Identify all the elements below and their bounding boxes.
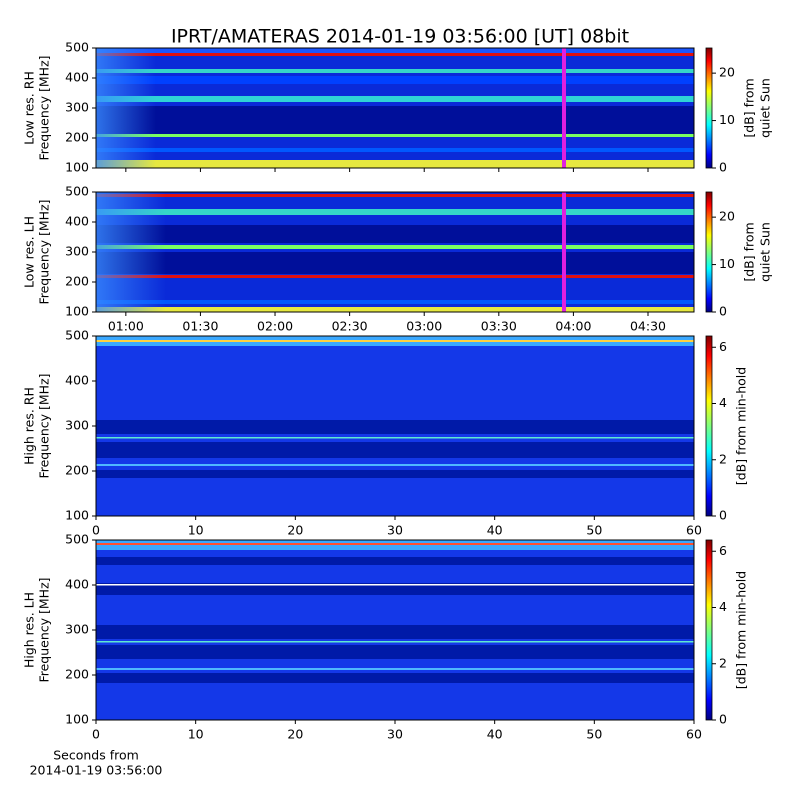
colorbar-label: [dB] from (742, 222, 757, 281)
x-tick-label: 20 (287, 727, 303, 742)
colorbar-label: [dB] from min-hold (734, 367, 749, 485)
x-tick-label: 60 (686, 523, 702, 538)
y-tick-label: 500 (65, 40, 89, 55)
y-tick-label: 500 (65, 328, 89, 343)
y-tick-label: 300 (65, 418, 89, 433)
y-tick-label: 400 (65, 70, 89, 85)
colorbar (705, 539, 713, 721)
colorbar-tick-label: 20 (719, 65, 735, 80)
y-axis-label: Low res. LH (22, 216, 37, 288)
y-tick-label: 400 (65, 214, 89, 229)
chart-title: IPRT/AMATERAS 2014-01-19 03:56:00 [UT] 0… (171, 26, 629, 48)
y-tick-label: 200 (65, 130, 89, 145)
x-tick-label: 30 (387, 727, 403, 742)
y-tick-label: 200 (65, 667, 89, 682)
x-tick-label: 0 (92, 523, 100, 538)
y-axis-label: Frequency [MHz] (37, 55, 52, 160)
y-axis-label: Frequency [MHz] (37, 373, 52, 478)
y-tick-label: 400 (65, 577, 89, 592)
spectrogram-texture (96, 48, 694, 720)
colorbar-tick-label: 20 (719, 209, 735, 224)
x-tick-label: 02:30 (332, 319, 368, 334)
x-tick-label: 40 (487, 727, 503, 742)
colorbar-tick-label: 0 (719, 304, 727, 319)
colorbar-tick-label: 0 (719, 712, 727, 727)
x-tick-label: 01:00 (108, 319, 144, 334)
colorbar-tick-label: 10 (719, 256, 735, 271)
colorbar-tick-label: 2 (719, 655, 727, 670)
x-tick-label: 0 (92, 727, 100, 742)
x-tick-label: 50 (586, 523, 602, 538)
colorbar-label: [dB] from min-hold (734, 571, 749, 689)
colorbar-tick-label: 4 (719, 395, 727, 410)
y-tick-label: 300 (65, 100, 89, 115)
y-tick-label: 100 (65, 712, 89, 727)
y-axis-label: Low res. RH (22, 71, 37, 145)
colorbar-tick-label: 0 (719, 508, 727, 523)
colorbar-tick-label: 10 (719, 112, 735, 127)
colorbar-label: quiet Sun (758, 78, 773, 138)
y-tick-label: 200 (65, 463, 89, 478)
colorbar-tick-label: 4 (719, 599, 727, 614)
colorbar-tick-label: 2 (719, 451, 727, 466)
y-tick-label: 300 (65, 244, 89, 259)
y-tick-label: 500 (65, 184, 89, 199)
colorbar-tick-label: 6 (719, 339, 727, 354)
colorbar-label: quiet Sun (758, 222, 773, 282)
x-tick-label: 20 (287, 523, 303, 538)
y-tick-label: 300 (65, 622, 89, 637)
x-tick-label: 10 (188, 727, 204, 742)
y-tick-label: 100 (65, 304, 89, 319)
x-tick-label: 10 (188, 523, 204, 538)
y-axis-label: High res. RH (22, 387, 37, 465)
y-axis-label: Frequency [MHz] (37, 577, 52, 682)
x-tick-label: 30 (387, 523, 403, 538)
x-tick-label: 01:30 (182, 319, 218, 334)
colorbar-label: [dB] from (742, 78, 757, 137)
x-tick-label: 03:30 (481, 319, 517, 334)
y-tick-label: 200 (65, 274, 89, 289)
y-axis-label: Frequency [MHz] (37, 199, 52, 304)
x-tick-label: 02:00 (257, 319, 293, 334)
x-tick-label: 04:30 (630, 319, 666, 334)
y-tick-label: 400 (65, 373, 89, 388)
x-tick-label: 03:00 (406, 319, 442, 334)
colorbar (705, 335, 713, 517)
x-axis-label: 2014-01-19 03:56:00 (30, 763, 163, 778)
x-tick-label: 40 (487, 523, 503, 538)
colorbar (705, 47, 713, 169)
colorbar-tick-label: 6 (719, 543, 727, 558)
y-tick-label: 100 (65, 508, 89, 523)
y-axis-label: High res. LH (22, 592, 37, 668)
colorbar-tick-label: 0 (719, 160, 727, 175)
x-tick-label: 50 (586, 727, 602, 742)
y-tick-label: 500 (65, 532, 89, 547)
y-tick-label: 100 (65, 160, 89, 175)
colorbar (705, 191, 713, 313)
x-tick-label: 04:00 (555, 319, 591, 334)
x-axis-label: Seconds from (53, 748, 139, 763)
x-tick-label: 60 (686, 727, 702, 742)
